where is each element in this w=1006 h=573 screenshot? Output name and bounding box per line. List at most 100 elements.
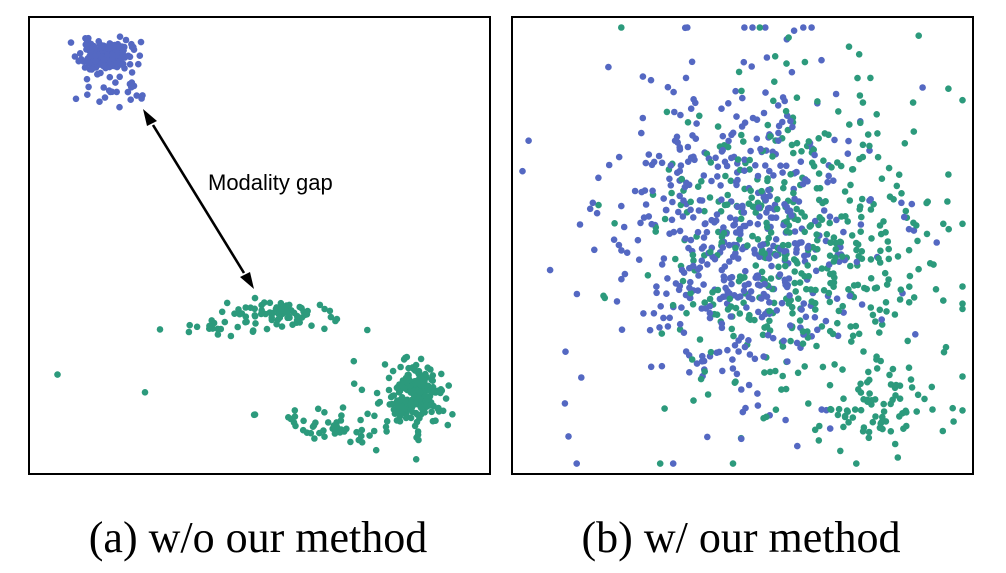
scatter-point-series-1 <box>915 265 922 273</box>
scatter-point-series-1 <box>855 330 863 338</box>
scatter-point-series-1 <box>909 99 917 106</box>
scatter-point-series-0 <box>804 178 811 185</box>
scatter-point-series-1 <box>871 285 879 292</box>
scatter-point-series-0 <box>833 295 841 303</box>
scatter-point-series-1 <box>830 283 837 291</box>
scatter-point-series-1 <box>860 348 867 355</box>
scatter-point-series-1 <box>737 215 745 223</box>
scatter-point-series-0 <box>729 356 736 363</box>
scatter-point-series-1 <box>939 427 947 435</box>
scatter-point-series-1 <box>873 353 880 361</box>
scatter-point-series-1 <box>866 390 873 397</box>
scatter-point-series-1 <box>835 405 843 413</box>
scatter-point-series-1 <box>907 376 915 383</box>
scatter-point-series-1 <box>942 343 950 351</box>
scatter-point-series-1 <box>756 24 764 31</box>
scatter-point-series-1 <box>808 159 816 167</box>
scatter-point-series-1 <box>770 97 777 105</box>
scatter-point-series-1 <box>905 299 913 306</box>
scatter-point-series-0 <box>765 255 773 262</box>
scatter-point-series-0 <box>748 63 755 70</box>
scatter-point-series-0 <box>735 348 742 355</box>
scatter-point-series-0 <box>669 460 677 467</box>
scatter-point-series-0 <box>107 88 114 96</box>
scatter-point-series-0 <box>122 36 130 44</box>
scatter-point-series-1 <box>878 175 886 182</box>
scatter-point-series-1 <box>865 428 873 436</box>
scatter-point-series-0 <box>776 271 784 278</box>
scatter-point-series-1 <box>389 367 397 375</box>
scatter-point-series-1 <box>830 234 838 241</box>
scatter-point-series-0 <box>92 57 99 65</box>
scatter-point-series-0 <box>825 261 833 268</box>
scatter-point-series-1 <box>423 401 431 409</box>
scatter-point-series-1 <box>321 325 328 333</box>
scatter-point-series-0 <box>788 68 796 76</box>
scatter-point-series-1 <box>869 418 877 426</box>
scatter-point-series-1 <box>896 382 904 390</box>
scatter-point-series-1 <box>370 427 378 435</box>
scatter-point-series-1 <box>855 51 863 58</box>
scatter-point-series-0 <box>126 61 134 68</box>
scatter-point-series-0 <box>825 172 832 180</box>
scatter-point-series-0 <box>898 199 905 207</box>
scatter-point-series-1 <box>358 426 366 434</box>
scatter-point-series-1 <box>785 241 792 249</box>
scatter-point-series-1 <box>880 400 887 408</box>
scatter-point-series-0 <box>726 290 733 297</box>
scatter-point-series-0 <box>762 24 769 31</box>
scatter-point-series-1 <box>690 257 697 264</box>
scatter-point-series-1 <box>783 218 790 225</box>
scatter-point-series-0 <box>725 137 732 145</box>
scatter-point-series-0 <box>663 290 670 298</box>
scatter-point-series-0 <box>618 247 625 254</box>
scatter-point-series-1 <box>793 94 801 101</box>
scatter-point-series-0 <box>754 220 762 228</box>
scatter-point-series-0 <box>693 120 700 127</box>
scatter-point-series-1 <box>343 425 350 433</box>
scatter-point-series-1 <box>845 419 852 426</box>
scatter-point-series-1 <box>885 164 893 172</box>
scatter-point-series-0 <box>781 248 788 255</box>
scatter-point-series-1 <box>818 265 826 272</box>
scatter-point-series-1 <box>709 289 716 296</box>
scatter-point-series-0 <box>690 96 697 103</box>
scatter-point-series-1 <box>263 325 271 333</box>
scatter-point-series-1 <box>338 412 345 419</box>
scatter-point-series-0 <box>647 363 655 371</box>
scatter-point-series-1 <box>818 323 826 330</box>
scatter-point-series-0 <box>726 258 733 265</box>
scatter-point-series-0 <box>763 54 771 61</box>
scatter-point-series-1 <box>872 318 879 325</box>
scatter-point-series-0 <box>680 329 688 337</box>
scatter-point-series-1 <box>774 196 781 203</box>
scatter-point-series-1 <box>808 298 816 305</box>
scatter-point-series-1 <box>402 397 409 405</box>
scatter-point-series-1 <box>722 172 729 180</box>
scatter-point-series-1 <box>754 236 762 243</box>
scatter-point-series-1 <box>186 321 193 329</box>
scatter-point-series-1 <box>867 304 875 311</box>
scatter-point-series-1 <box>720 229 728 237</box>
scatter-point-series-1 <box>866 142 873 150</box>
scatter-point-series-0 <box>764 331 772 339</box>
scatter-point-series-1 <box>857 380 864 388</box>
scatter-point-series-1 <box>366 432 373 439</box>
scatter-point-series-0 <box>675 208 682 216</box>
scatter-point-series-1 <box>745 200 753 207</box>
scatter-point-series-0 <box>853 258 861 266</box>
panel-a-points <box>54 33 456 463</box>
scatter-point-series-1 <box>844 218 851 225</box>
scatter-point-series-1 <box>227 332 235 340</box>
scatter-point-series-1 <box>801 273 808 280</box>
scatter-point-series-1 <box>914 391 922 399</box>
scatter-point-series-1 <box>724 306 732 313</box>
scatter-point-series-1 <box>766 368 774 376</box>
scatter-point-series-0 <box>742 267 749 275</box>
scatter-point-series-0 <box>685 244 692 252</box>
scatter-point-series-0 <box>714 173 721 180</box>
scatter-point-series-1 <box>442 395 450 402</box>
scatter-point-series-1 <box>791 268 798 275</box>
scatter-point-series-1 <box>311 435 318 442</box>
scatter-point-series-0 <box>820 207 828 214</box>
